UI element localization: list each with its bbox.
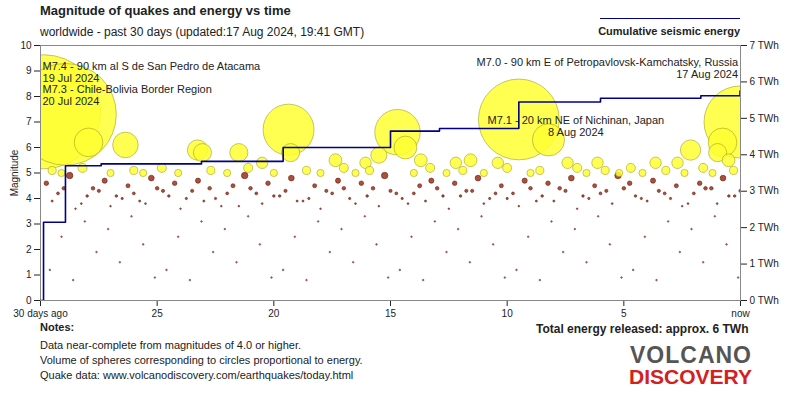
html-text:DISCOVERY: DISCOVERY [629, 365, 752, 388]
html-text:worldwide - past 30 days (upda: worldwide - past 30 days (updated:17 Aug… [40, 25, 365, 39]
svg-text:3: 3 [26, 218, 32, 229]
svg-text:25: 25 [152, 308, 164, 319]
svg-text:15: 15 [385, 308, 397, 319]
svg-text:0: 0 [26, 295, 32, 306]
html-text:Volume of spheres correspondin: Volume of spheres corresponding to circl… [40, 354, 363, 366]
svg-text:5: 5 [26, 167, 32, 178]
svg-text:M7.1 - 20 km NE of Nichinan, J: M7.1 - 20 km NE of Nichinan, Japan [487, 114, 664, 126]
svg-text:6: 6 [26, 142, 32, 153]
svg-text:10: 10 [20, 40, 32, 51]
svg-text:9: 9 [26, 65, 32, 76]
svg-text:17 Aug 2024: 17 Aug 2024 [676, 68, 738, 80]
svg-text:19 Jul 2024: 19 Jul 2024 [42, 72, 100, 85]
svg-text:20: 20 [268, 308, 280, 319]
svg-text:0 TWh: 0 TWh [750, 295, 779, 306]
svg-text:M7.0 - 90 km E of Petropavlovs: M7.0 - 90 km E of Petropavlovsk-Kamchats… [477, 56, 739, 68]
svg-text:4: 4 [26, 193, 32, 204]
svg-text:now: now [731, 308, 750, 319]
html-text:Magnitude of quakes and energy: Magnitude of quakes and energy vs time [40, 3, 291, 18]
svg-text:30 days ago: 30 days ago [13, 308, 68, 319]
svg-text:7 TWh: 7 TWh [750, 40, 779, 51]
svg-text:1: 1 [26, 269, 32, 280]
svg-text:10: 10 [502, 308, 514, 319]
svg-text:8: 8 [26, 91, 32, 102]
svg-text:Magnitude: Magnitude [9, 149, 20, 196]
html-text:Data near-complete from magnit: Data near-complete from magnitudes of 4.… [40, 339, 302, 351]
svg-text:5: 5 [621, 308, 627, 319]
svg-text:M7.4 - 90 km al S de San Pedro: M7.4 - 90 km al S de San Pedro de Atacam… [43, 60, 262, 72]
html-text:Total energy released: approx.: Total energy released: approx. 6 TWh [536, 322, 749, 336]
html-text:VOLCANO: VOLCANO [630, 342, 752, 368]
html-text:Quake data: www.volcanodiscove: Quake data: www.volcanodiscovery.com/ear… [40, 369, 354, 381]
html-text:Cumulative seismic energy: Cumulative seismic energy [598, 25, 740, 37]
svg-text:6 TWh: 6 TWh [750, 76, 779, 87]
svg-text:1 TWh: 1 TWh [750, 258, 779, 269]
svg-text:M7.3 - Chile-Bolivia Border Re: M7.3 - Chile-Bolivia Border Region [42, 83, 211, 95]
svg-text:2 TWh: 2 TWh [750, 222, 779, 233]
svg-text:5 TWh: 5 TWh [750, 113, 779, 124]
svg-text:8 Aug 2024: 8 Aug 2024 [548, 126, 604, 138]
svg-text:4 TWh: 4 TWh [750, 149, 779, 160]
svg-text:2: 2 [26, 244, 32, 255]
svg-text:7: 7 [26, 116, 32, 127]
html-text:Notes:: Notes: [40, 321, 75, 333]
svg-text:20 Jul 2024: 20 Jul 2024 [42, 95, 99, 107]
svg-text:3 TWh: 3 TWh [750, 185, 779, 196]
